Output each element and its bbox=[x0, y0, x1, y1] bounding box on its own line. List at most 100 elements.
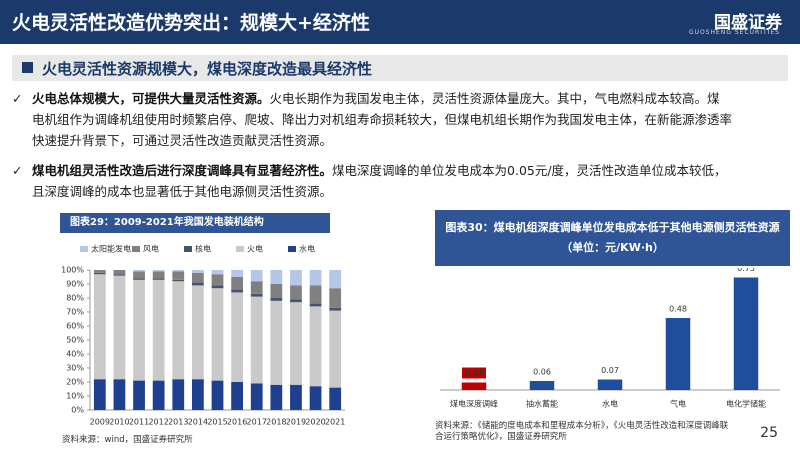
title-bar bbox=[0, 0, 800, 44]
value-label: 0.48 bbox=[669, 305, 687, 314]
section-title: 火电灵活性资源规模大，煤电深度改造最具经济性 bbox=[42, 60, 373, 78]
value-label: 0.06 bbox=[533, 368, 551, 377]
legend-swatch bbox=[80, 246, 88, 252]
bar-segment bbox=[290, 270, 302, 286]
x-tick-label: 2020 bbox=[305, 418, 325, 427]
legend-label: 太阳能发电 bbox=[91, 244, 131, 254]
bar-segment bbox=[231, 292, 243, 382]
value-label: 0.75 bbox=[737, 268, 755, 273]
legend-label: 风电 bbox=[143, 244, 159, 254]
y-tick-label: 0% bbox=[71, 406, 84, 415]
bar-segment bbox=[250, 293, 263, 297]
bar bbox=[665, 318, 691, 390]
x-tick-label: 电化学储能 bbox=[726, 399, 766, 409]
x-tick-label: 气电 bbox=[670, 399, 686, 409]
bar-segment bbox=[152, 270, 165, 272]
bar-segment bbox=[309, 303, 322, 307]
bar-segment bbox=[211, 285, 224, 289]
x-tick-label: 2017 bbox=[247, 418, 267, 427]
bar-segment bbox=[93, 272, 106, 275]
bar-segment bbox=[309, 285, 322, 304]
bar-segment bbox=[329, 270, 342, 289]
bar-segment bbox=[329, 307, 342, 311]
bar-segment bbox=[211, 288, 224, 381]
legend-swatch bbox=[184, 246, 192, 252]
page-number: 25 bbox=[760, 425, 778, 441]
bullet: ✓ 火电总体规模大，可提供大量灵活性资源。火电长期作为我国发电主体，灵活性资源体量… bbox=[12, 91, 733, 148]
chart: 0.05 煤电深度调峰 0.06 抽水蓄能 0.07 水电 0.48 气电 0.75 电化学储能 bbox=[440, 268, 780, 409]
x-tick-label: 2010 bbox=[109, 418, 129, 427]
bar bbox=[529, 381, 555, 390]
bar-segment bbox=[93, 274, 106, 380]
x-tick-label: 2018 bbox=[266, 418, 286, 427]
slide-title: 火电灵活性改造优势突出：规模大+经济性 bbox=[12, 12, 370, 34]
section-marker bbox=[22, 62, 33, 73]
y-tick-label: 40% bbox=[66, 350, 84, 359]
x-tick-label: 2011 bbox=[129, 418, 149, 427]
x-tick-label: 2013 bbox=[168, 418, 188, 427]
bar bbox=[461, 382, 487, 390]
bar-segment bbox=[211, 270, 224, 275]
y-tick-label: 50% bbox=[66, 336, 84, 345]
bar-segment bbox=[250, 270, 263, 282]
bar-segment bbox=[270, 384, 283, 410]
bar-segment bbox=[152, 380, 165, 410]
bar-segment bbox=[290, 285, 302, 300]
bar-segment bbox=[290, 299, 302, 303]
y-tick-label: 80% bbox=[66, 294, 84, 303]
value-label: 0.07 bbox=[601, 366, 619, 375]
bar-segment bbox=[152, 279, 165, 381]
bar-segment bbox=[152, 278, 165, 280]
x-tick-label: 2019 bbox=[286, 418, 306, 427]
bar-segment bbox=[309, 306, 322, 387]
bar-segment bbox=[192, 270, 204, 273]
bar-segment bbox=[290, 302, 302, 385]
bar-segment bbox=[309, 386, 322, 410]
bar-segment bbox=[231, 270, 243, 277]
legend-swatch bbox=[288, 246, 296, 252]
bar-segment bbox=[270, 270, 283, 284]
legend-label: 核电 bbox=[195, 244, 211, 254]
legend-label: 火电 bbox=[247, 244, 263, 254]
bar bbox=[733, 277, 759, 390]
bar-segment bbox=[192, 379, 204, 410]
bar-segment bbox=[133, 270, 145, 272]
bar-segment bbox=[172, 270, 185, 272]
bar-segment bbox=[93, 379, 106, 410]
bar-segment bbox=[231, 382, 243, 410]
source: 资料来源：wind，国盛证券研究所 bbox=[62, 435, 193, 445]
bar-segment bbox=[133, 271, 145, 279]
y-tick-label: 30% bbox=[66, 364, 84, 373]
bar-segment bbox=[270, 300, 283, 385]
bar-segment bbox=[133, 278, 145, 280]
chart: 0%10%20%30%40%50%60%70%80%90%100%2009 201… bbox=[61, 244, 345, 427]
y-tick-label: 70% bbox=[66, 308, 84, 317]
x-tick-label: 水电 bbox=[602, 399, 618, 409]
bar-segment bbox=[250, 296, 263, 384]
legend-label: 水电 bbox=[299, 244, 315, 254]
x-tick-label: 2016 bbox=[227, 418, 247, 427]
bar-segment bbox=[133, 279, 145, 381]
x-tick-label: 2014 bbox=[188, 418, 208, 427]
x-tick-label: 2009 bbox=[90, 418, 110, 427]
bar-segment bbox=[270, 298, 283, 301]
chart-title: 图表30：煤电机组深度调峰单位发电成本低于其他电源侧灵活性资源（单位：元/KW·… bbox=[435, 210, 790, 266]
y-tick-label: 20% bbox=[66, 378, 84, 387]
bar-segment bbox=[290, 384, 302, 410]
bullet: ✓ 煤电机组灵活性改造后进行深度调峰具有显著经济性。煤电深度调峰的单位发电成本为0… bbox=[12, 163, 727, 199]
bar-segment bbox=[133, 380, 145, 410]
bar-segment bbox=[172, 271, 185, 280]
bar-segment bbox=[113, 379, 126, 410]
x-tick-label: 抽水蓄能 bbox=[526, 399, 558, 409]
x-tick-label: 2021 bbox=[325, 418, 345, 427]
bar-segment bbox=[172, 279, 185, 282]
legend-swatch bbox=[236, 246, 244, 252]
bullet-text: 煤电深度调峰的单位发电成本为0.05元/度，灵活性改造单位成本较低，且深度调峰的… bbox=[32, 163, 727, 199]
bullet-lead: 火电总体规模大，可提供大量灵活性资源。 bbox=[32, 91, 270, 106]
bar-segment bbox=[172, 379, 185, 410]
bullet-text: 火电长期作为我国发电主体，灵活性资源体量庞大。其中，气电燃料成本较高。煤电机组作… bbox=[32, 91, 733, 148]
logo: 国盛证券 bbox=[714, 13, 782, 33]
y-tick-label: 90% bbox=[66, 280, 84, 289]
legend-swatch bbox=[132, 246, 140, 252]
bar-segment bbox=[211, 380, 224, 410]
